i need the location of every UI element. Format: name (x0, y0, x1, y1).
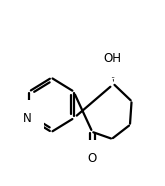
Text: O: O (88, 152, 97, 165)
Text: OH: OH (103, 52, 121, 65)
Text: N: N (23, 112, 32, 125)
